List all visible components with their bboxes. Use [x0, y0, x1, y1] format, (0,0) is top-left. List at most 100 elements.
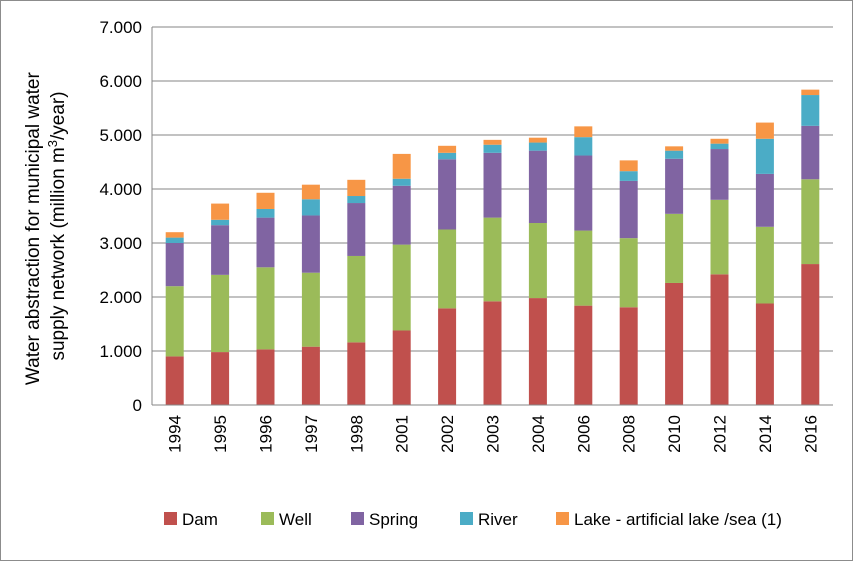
bar-segment [710, 149, 729, 200]
bar-segment [574, 126, 593, 138]
bar-segment [165, 243, 184, 287]
legend-swatch [164, 512, 177, 525]
bar-segment [665, 282, 684, 405]
legend-label: Dam [182, 510, 218, 529]
bar-segment [710, 143, 729, 150]
bar-segment [392, 330, 411, 405]
bar-segment [483, 139, 502, 145]
bar-segment [256, 267, 275, 350]
legend-swatch [351, 512, 364, 525]
bar-segment [483, 152, 502, 218]
bar-segment [483, 301, 502, 405]
bar-segment [301, 272, 320, 347]
bar-segment [347, 255, 366, 343]
bar-segment [801, 89, 820, 96]
legend-item: River [460, 510, 518, 529]
bar-segment [755, 303, 774, 405]
bar-segment [755, 122, 774, 139]
bar-segment [438, 152, 457, 160]
x-tick-label: 2012 [711, 415, 730, 453]
bar-segment [165, 286, 184, 357]
bar-segment [301, 346, 320, 405]
bar-segment [665, 150, 684, 159]
bar-segment [392, 178, 411, 186]
x-tick-label: 2001 [393, 415, 412, 453]
bar-segment [211, 203, 230, 220]
bar-segment [165, 237, 184, 243]
y-axis-title-line-2: supply network (million m3/year) [45, 91, 70, 360]
bar-segment [256, 192, 275, 209]
bar-segment [211, 352, 230, 405]
y-tick-label: 1.000 [99, 342, 142, 361]
legend-label: Lake - artificial lake /sea (1) [574, 510, 782, 529]
bar-segment [574, 137, 593, 156]
bar-segment [528, 137, 547, 143]
bar-segment [211, 274, 230, 353]
bar-segment [710, 199, 729, 275]
bar-segment [574, 230, 593, 306]
legend-swatch [261, 512, 274, 525]
bar-segment [347, 196, 366, 204]
bar-segment [256, 208, 275, 218]
x-tick-label: 2008 [620, 415, 639, 453]
x-tick-label: 1994 [166, 415, 185, 453]
bar-segment [438, 145, 457, 153]
bar-segment [528, 150, 547, 224]
y-axis-title: Water abstraction for municipal water su… [23, 67, 69, 385]
bar-segment [483, 144, 502, 153]
bar-segment [710, 138, 729, 144]
bar-segment [165, 356, 184, 405]
bar-segment [665, 213, 684, 283]
y-tick-label: 7.000 [99, 18, 142, 37]
bar-segment [574, 155, 593, 231]
y-axis-title-line-2-prefix: supply network (million m [48, 147, 69, 360]
bar-segment [619, 171, 638, 181]
x-tick-label: 1996 [257, 415, 276, 453]
y-axis-title-line-1: Water abstraction for municipal water [23, 72, 44, 386]
bar-segment [755, 226, 774, 304]
legend-label: Well [279, 510, 312, 529]
y-tick-label: 0 [133, 396, 142, 415]
bar-segment [347, 203, 366, 256]
bar-segment [755, 138, 774, 174]
legend-item: Spring [351, 510, 418, 529]
bar-segment [438, 229, 457, 309]
bar-segment [710, 274, 729, 405]
y-tick-label: 2.000 [99, 288, 142, 307]
x-axis: 1994 1995 1996 1997 1998 2001 2002 2003 2004 2006… [152, 404, 833, 453]
bar-segment [755, 173, 774, 227]
bar-segment [619, 160, 638, 172]
y-tick-label: 3.000 [99, 234, 142, 253]
bar-segment [211, 219, 230, 226]
x-tick-label: 1995 [211, 415, 230, 453]
x-tick-label: 1997 [302, 415, 321, 453]
x-tick-label: 2016 [801, 415, 820, 453]
x-tick-label: 2010 [665, 415, 684, 453]
x-tick-label: 2002 [438, 415, 457, 453]
x-tick-label: 2004 [529, 415, 548, 453]
legend-label: Spring [369, 510, 418, 529]
legend: Dam Well Spring River Lake - artificial lake… [164, 510, 782, 529]
bar-segment [165, 232, 184, 238]
legend-item: Lake - artificial lake /sea (1) [556, 510, 782, 529]
bar-segment [801, 95, 820, 126]
y-tick-label: 6.000 [99, 72, 142, 91]
y-tick-label: 4.000 [99, 180, 142, 199]
bar-segment [801, 125, 820, 180]
bar-segment [301, 199, 320, 216]
legend-label: River [478, 510, 518, 529]
legend-swatch [556, 512, 569, 525]
x-tick-label: 2014 [756, 415, 775, 453]
bar-segment [574, 305, 593, 405]
x-tick-label: 2006 [574, 415, 593, 453]
bar-segment [347, 342, 366, 405]
legend-item: Dam [164, 510, 218, 529]
bar-segment [801, 179, 820, 265]
y-axis-title-line-2-suffix: /year) [48, 91, 69, 140]
bar-segment [619, 180, 638, 239]
bars [165, 89, 820, 405]
bar-segment [438, 159, 457, 230]
bar-segment [301, 184, 320, 200]
x-tick-label: 2003 [484, 415, 503, 453]
